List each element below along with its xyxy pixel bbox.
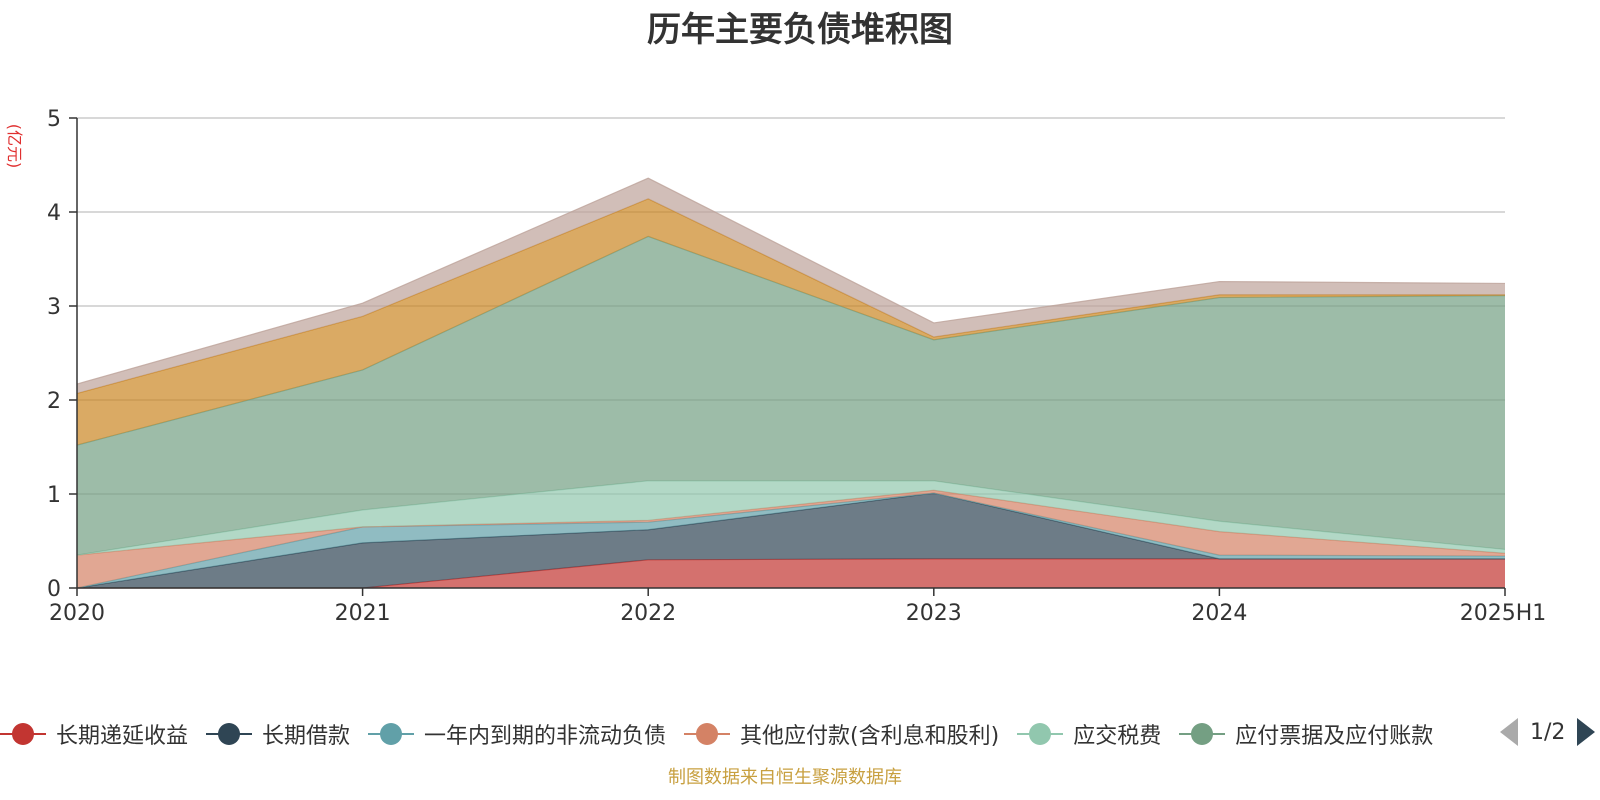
legend-marker-dot [380, 723, 403, 745]
stacked-area-chart: 0 1 2 3 4 5 2020 2021 2022 2023 2024 2025H1 [47, 107, 1547, 626]
legend-item[interactable]: 其他应付款(含利息和股利) [684, 718, 999, 750]
x-tick-label: 2024 [1191, 601, 1247, 626]
y-tick-label: 1 [47, 483, 61, 508]
area-series-4 [77, 480, 1505, 556]
legend-label: 应付票据及应付账款 [1235, 724, 1434, 749]
legend-label: 一年内到期的非流动负债 [424, 724, 667, 749]
legend-label: 长期递延收益 [56, 724, 189, 749]
area-series-3 [77, 490, 1505, 588]
legend-item[interactable]: 长期借款 [206, 718, 350, 750]
y-tick-label: 3 [47, 295, 61, 320]
area-series-6 [77, 198, 1505, 446]
legend-marker-icon [206, 722, 253, 746]
legend-item[interactable]: 应付票据及应付账款 [1179, 718, 1433, 750]
y-tick-label: 2 [47, 389, 61, 414]
legend-pager: 1/2 [1500, 718, 1596, 746]
legend-marker-dot [696, 723, 719, 745]
legend-marker-dot [218, 723, 241, 745]
x-tick-label: 2021 [335, 601, 391, 626]
legend-marker-icon [1179, 722, 1226, 746]
legend-prev-page-icon[interactable] [1500, 718, 1518, 746]
legend-marker-dot [1191, 723, 1214, 745]
legend-label: 其他应付款(含利息和股利) [740, 724, 1000, 749]
legend-marker-icon [368, 722, 415, 746]
area-series-0 [77, 558, 1505, 588]
area-series-1 [77, 493, 1505, 588]
y-tick-label: 4 [47, 201, 61, 226]
x-tick-label: 2023 [906, 601, 962, 626]
legend-page-indicator: 1/2 [1530, 719, 1566, 745]
source-note: 制图数据来自恒生聚源数据库 [668, 767, 902, 788]
legend-label: 应交税费 [1073, 724, 1162, 749]
legend-item[interactable]: 一年内到期的非流动负债 [368, 718, 666, 750]
legend-marker-icon [684, 722, 731, 746]
x-tick-label: 2020 [49, 601, 105, 626]
y-tick-label: 5 [47, 107, 61, 132]
area-series-7 [77, 178, 1505, 394]
legend-item[interactable]: 长期递延收益 [0, 718, 188, 750]
x-tick-label: 2025H1 [1460, 601, 1547, 626]
chart-title: 历年主要负债堆积图 [647, 10, 953, 50]
x-tick-label: 2022 [620, 601, 676, 626]
area-series-edge-7 [76, 177, 1506, 385]
area-series-2 [77, 493, 1505, 588]
legend-item[interactable]: 应交税费 [1017, 718, 1161, 750]
legend-marker-dot [1029, 723, 1052, 745]
legend: 长期递延收益 长期借款 一年内到期的非流动负债 其他应付款(含利息和股利) 应交税费 应付… [0, 714, 1482, 754]
legend-marker-icon [1017, 722, 1064, 746]
y-tick-label: 0 [47, 577, 61, 602]
legend-marker-icon [0, 722, 46, 746]
legend-marker-dot [12, 723, 34, 745]
legend-label: 长期借款 [262, 724, 351, 749]
area-series-5 [77, 236, 1505, 556]
legend-viewport: 长期递延收益 长期借款 一年内到期的非流动负债 其他应付款(含利息和股利) 应交税费 应付… [0, 714, 1482, 754]
legend-next-page-icon[interactable] [1577, 718, 1596, 746]
